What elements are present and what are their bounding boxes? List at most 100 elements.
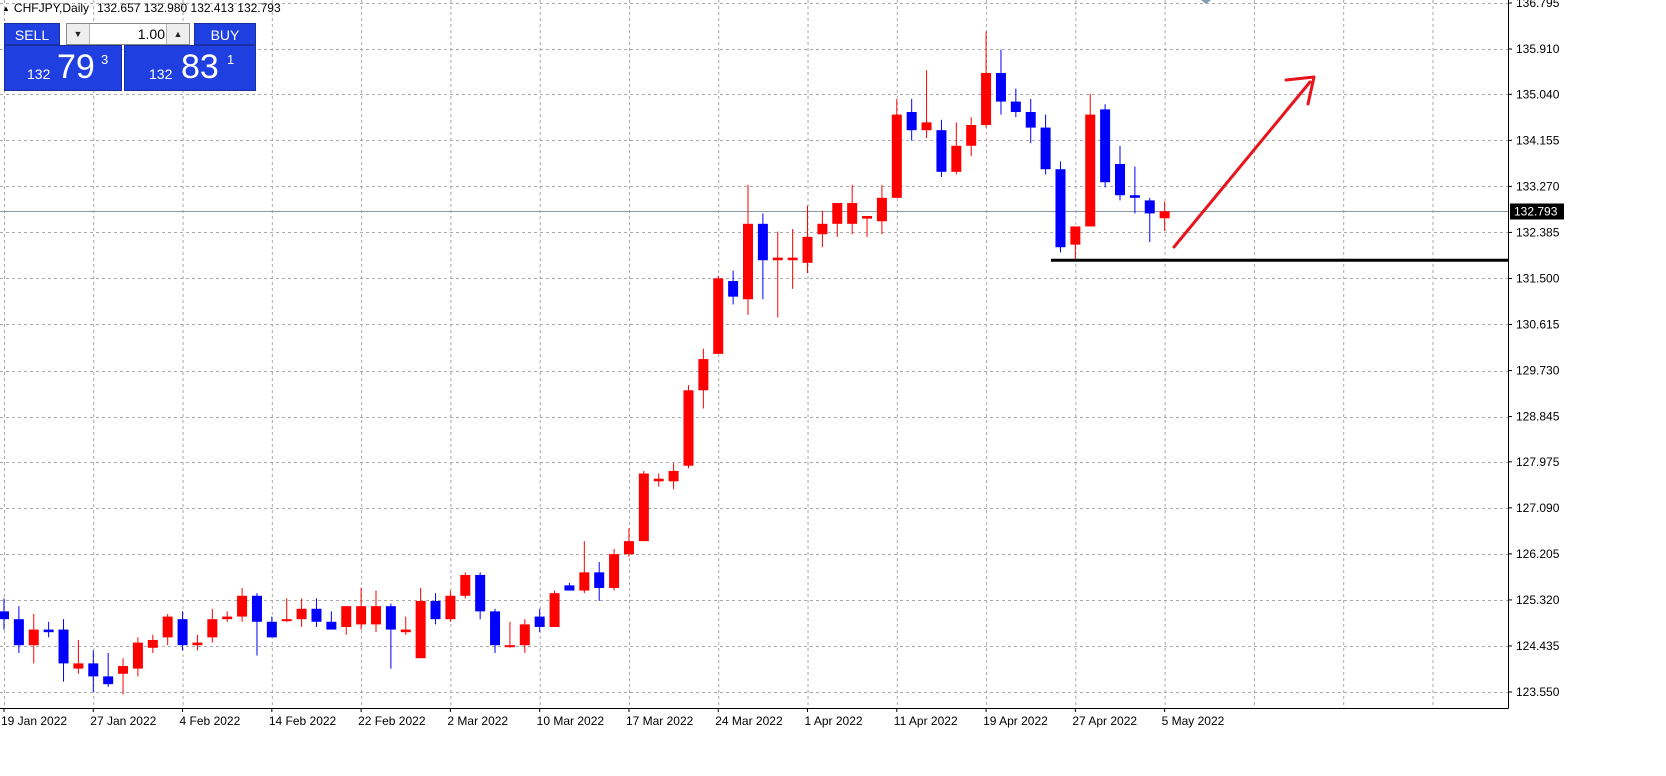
candle-body-bullish [132, 642, 143, 669]
candle-body-bullish [296, 608, 307, 620]
x-tick-label: 4 Feb 2022 [180, 714, 241, 728]
y-tick-label: 125.320 [1516, 593, 1560, 607]
candle-body-bullish [698, 359, 709, 391]
candle-body-bearish [1129, 195, 1140, 198]
candle-body-bullish [356, 606, 367, 625]
candle-body-bullish [772, 257, 783, 261]
ohlc-high: 132.980 [143, 1, 188, 15]
sell-button[interactable]: SELL [4, 23, 60, 45]
ohlc-open: 132.657 [97, 1, 141, 15]
candle-body-bearish [43, 629, 54, 633]
lot-decrease-icon[interactable]: ▼ [67, 24, 90, 44]
candle-body-bearish [385, 606, 396, 630]
x-tick-label: 11 Apr 2022 [894, 714, 958, 728]
candle-body-bullish [981, 72, 992, 125]
candle-body-bearish [1025, 111, 1036, 128]
candle-body-bullish [713, 278, 724, 354]
y-tick-label: 123.550 [1516, 685, 1560, 699]
candle-body-bearish [995, 72, 1006, 102]
candle-body-bullish [371, 606, 381, 625]
candle-body-bullish [118, 665, 129, 674]
candle-body-bullish [1070, 226, 1081, 245]
candle-body-bullish [73, 663, 84, 669]
candles [0, 31, 1170, 695]
candle-body-bullish [653, 478, 664, 482]
candle-body-bearish [0, 611, 9, 620]
sell-price-prefix: 132 [27, 66, 51, 82]
candle-body-bearish [936, 130, 947, 172]
lot-size-stepper[interactable]: ▼ 1.00 ▲ [66, 23, 190, 45]
y-tick-label: 135.910 [1516, 42, 1560, 56]
lot-increase-icon[interactable]: ▲ [166, 24, 189, 44]
candle-body-bullish [832, 203, 843, 224]
buy-price-prefix: 132 [149, 66, 173, 82]
current-price-label: 132.793 [1510, 203, 1564, 220]
x-tick-label: 2 Mar 2022 [447, 714, 508, 728]
candle-body-bullish [1159, 211, 1170, 219]
x-tick-label: 10 Mar 2022 [537, 714, 605, 728]
candle-body-bullish [1085, 114, 1096, 227]
candle-body-bearish [728, 281, 739, 297]
candle-body-bullish [668, 470, 679, 482]
ohlc-close: 132.793 [237, 1, 281, 15]
buy-price-display[interactable]: 132 83 1 [124, 45, 256, 91]
x-tick-label: 27 Apr 2022 [1072, 714, 1137, 728]
candle-body-bullish [415, 600, 426, 659]
candle-body-bullish [460, 574, 471, 596]
candle-body-bullish [504, 645, 515, 648]
buy-price-sup: 1 [227, 52, 235, 67]
y-tick-label: 132.385 [1516, 225, 1560, 239]
one-click-trading-panel: SELL ▼ 1.00 ▲ BUY 132 79 3 132 83 1 [4, 20, 256, 92]
current-price-label-bg [1510, 203, 1564, 220]
sell-price-display[interactable]: 132 79 3 [4, 45, 122, 91]
candle-body-bearish [475, 574, 486, 612]
collapse-triangle-icon[interactable]: ▲ [2, 4, 10, 13]
candle-body-bullish [847, 203, 858, 224]
x-tick-label: 22 Feb 2022 [358, 714, 426, 728]
candle-body-bullish [683, 390, 694, 466]
candle-body-bearish [1055, 169, 1066, 248]
x-tick-label: 1 Apr 2022 [805, 714, 863, 728]
candle-body-bullish [192, 642, 203, 646]
candle-body-bullish [207, 619, 218, 638]
candle-body-bullish [281, 619, 292, 622]
y-tick-label: 129.730 [1516, 364, 1560, 378]
candle-body-bearish [177, 619, 188, 646]
candle-body-bullish [638, 473, 649, 542]
candle-body-bullish [966, 124, 977, 146]
candle-body-bullish [921, 122, 932, 131]
symbol-name: CHFJPY,Daily [13, 1, 90, 15]
candle-body-bearish [1115, 164, 1125, 196]
candle-body-bullish [147, 639, 158, 648]
candle-body-bearish [251, 595, 262, 622]
y-tick-label: 134.155 [1516, 133, 1560, 147]
candle-body-bullish [862, 216, 873, 219]
candle-body-bearish [1040, 127, 1051, 170]
candle-body-bullish [787, 257, 798, 261]
candle-body-bullish [743, 223, 753, 300]
candle-body-bullish [817, 223, 828, 235]
arrow-annotation-head [1284, 75, 1316, 106]
trade-marker-icon [1201, 0, 1211, 4]
candle-body-bullish [28, 629, 39, 646]
x-tick-label: 5 May 2022 [1162, 714, 1225, 728]
symbol-bar: ▲ CHFJPY,Daily 132.657 132.980 132.413 132… [2, 0, 281, 16]
y-tick-label: 124.435 [1516, 639, 1560, 653]
x-tick-label: 17 Mar 2022 [626, 714, 694, 728]
y-tick-label: 127.975 [1516, 455, 1560, 469]
candle-body-bearish [266, 621, 277, 638]
candle-body-bullish [519, 624, 530, 646]
arrow-annotation-shaft [1172, 80, 1312, 249]
buy-button[interactable]: BUY [194, 23, 256, 45]
y-tick-label: 126.205 [1516, 547, 1560, 561]
candle-body-bullish [237, 595, 248, 617]
y-tick-label: 127.090 [1516, 501, 1560, 515]
candle-body-bearish [58, 629, 69, 664]
candle-body-bearish [1010, 101, 1021, 112]
candle-body-bearish [1144, 200, 1155, 214]
candle-body-bullish [400, 629, 411, 633]
candle-body-bearish [534, 616, 545, 627]
candle-body-bearish [757, 223, 768, 261]
lot-size-input[interactable]: 1.00 [137, 26, 165, 42]
